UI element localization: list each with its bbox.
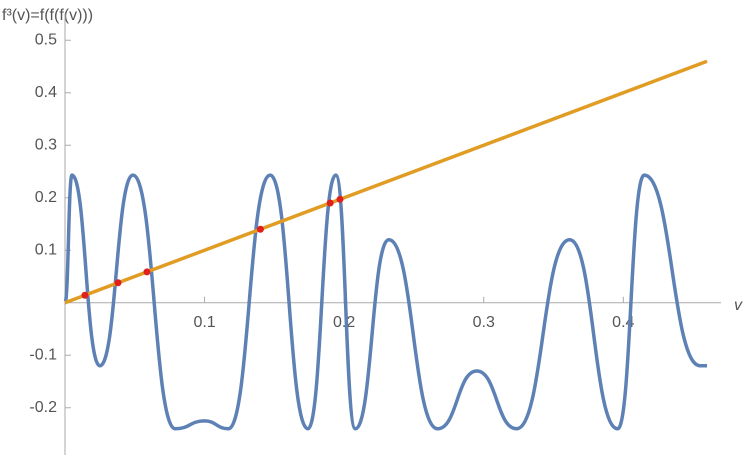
x-axis-label: v (734, 297, 743, 314)
intersection-point (256, 225, 264, 233)
x-tick-label: 0.2 (333, 314, 355, 331)
x-tick-label: 0.1 (193, 314, 215, 331)
intersection-point (143, 268, 151, 276)
curve (63, 173, 708, 431)
intersection-point (114, 279, 122, 287)
y-tick-label: 0.2 (35, 189, 57, 206)
y-tick-label: -0.1 (29, 346, 57, 363)
intersection-point (336, 195, 344, 203)
intersection-point (326, 199, 334, 207)
x-tick-label: 0.3 (473, 314, 495, 331)
intersection-point (81, 291, 89, 299)
y-tick-label: 0.5 (35, 31, 57, 48)
curve (64, 59, 708, 305)
y-tick-label: -0.2 (29, 399, 57, 416)
y-tick-label: 0.1 (35, 241, 57, 258)
y-tick-label: 0.4 (35, 84, 57, 101)
y-tick-label: 0.3 (35, 136, 57, 153)
y-axis-label: f³(v)=f(f(f(v))) (2, 7, 93, 24)
